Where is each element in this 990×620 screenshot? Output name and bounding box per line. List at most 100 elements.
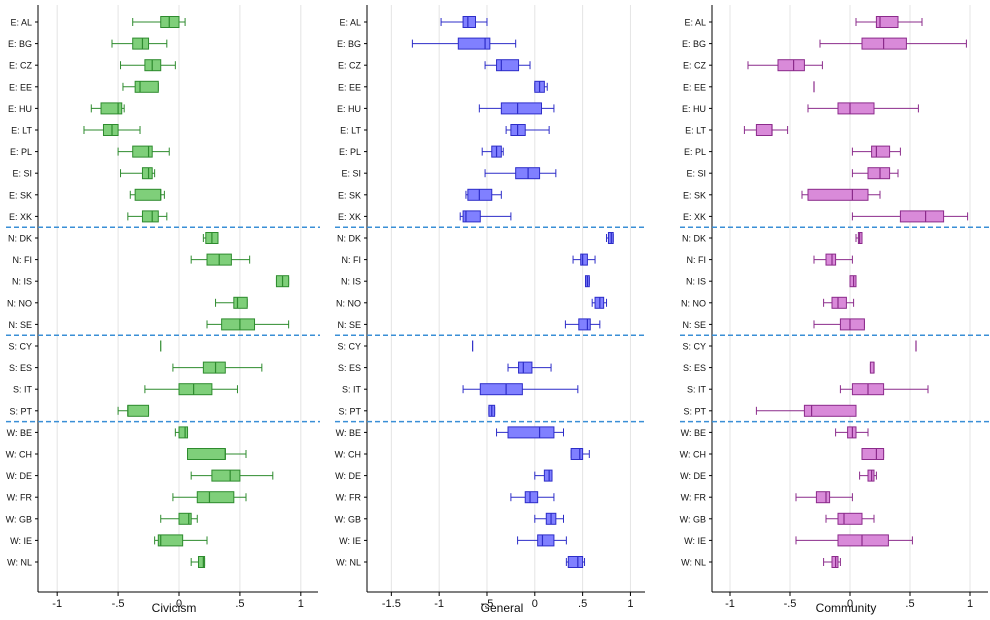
y-tick-label: W: DE	[680, 471, 706, 481]
iqr-box	[457, 37, 491, 50]
x-tick-label: .5	[578, 598, 587, 610]
y-tick-label: W: CH	[6, 450, 32, 460]
box-row: S: ES	[683, 361, 875, 374]
box-row: W: BE	[681, 426, 869, 439]
iqr-box	[518, 361, 533, 374]
iqr-box	[178, 512, 192, 525]
y-tick-label: W: IE	[684, 536, 706, 546]
box-row: E: AL	[10, 16, 186, 28]
y-tick-label: N: DK	[8, 234, 32, 244]
iqr-box	[524, 491, 539, 504]
y-tick-label: N: SE	[682, 320, 706, 330]
y-tick-label: E: SI	[341, 169, 361, 179]
box-row: N: IS	[686, 275, 857, 288]
box-row: E: BG	[8, 37, 168, 50]
y-tick-label: W: NL	[681, 558, 706, 568]
y-tick-label: N: NO	[7, 298, 32, 308]
box-row: E: CZ	[683, 59, 823, 72]
iqr-box	[825, 253, 837, 266]
box-row: S: ES	[338, 361, 552, 374]
box-row: E: EE	[683, 81, 815, 93]
iqr-box	[479, 383, 523, 396]
iqr-box	[803, 404, 857, 417]
iqr-box	[500, 102, 542, 115]
iqr-box	[187, 448, 226, 460]
box-row: W: IE	[684, 534, 913, 547]
box-row: S: CY	[8, 340, 162, 352]
iqr-box	[570, 448, 584, 460]
y-tick-label: E: HU	[8, 104, 32, 114]
x-tick-label: 1	[967, 598, 973, 610]
box-row: E: SI	[12, 167, 156, 180]
iqr-box	[221, 318, 256, 331]
y-tick-label: E: SI	[12, 169, 32, 179]
box-row: E: SK	[683, 188, 881, 201]
box-row: E: XK	[9, 210, 168, 223]
x-tick-label: -1	[434, 598, 444, 610]
y-tick-label: S: PT	[338, 406, 361, 416]
box-row: S: PT	[338, 404, 496, 417]
y-tick-label: E: SK	[9, 190, 32, 200]
box-row: N: NO	[336, 296, 608, 309]
x-tick-label: 0	[176, 598, 182, 610]
y-tick-label: W: DE	[335, 471, 361, 481]
y-tick-label: W: CH	[680, 450, 706, 460]
iqr-box	[537, 534, 555, 547]
box-row: N: FI	[13, 253, 251, 266]
iqr-box	[178, 426, 189, 439]
x-tick-label: 0	[847, 598, 853, 610]
y-tick-label: E: BG	[8, 39, 32, 49]
box-row: W: FR	[681, 491, 853, 504]
box-row: N: IS	[341, 275, 590, 288]
box-row: W: IE	[10, 534, 208, 547]
iqr-box	[777, 59, 805, 72]
y-tick-label: S: CY	[682, 342, 706, 352]
iqr-box	[141, 210, 159, 223]
panel-general: -1.5 -1 -.5 0 .5 1 General E: AL E: BG E: CZ E: EE…	[335, 5, 647, 615]
box-row: W: FR	[336, 491, 555, 504]
box-row: E: CZ	[338, 59, 531, 72]
box-row: N: NO	[7, 296, 248, 309]
x-tick-label: -1.5	[382, 598, 401, 610]
iqr-box	[837, 534, 889, 547]
y-tick-label: S: ES	[338, 363, 361, 373]
iqr-box	[462, 210, 481, 223]
y-tick-label: S: PT	[683, 406, 706, 416]
box-row: W: CH	[335, 448, 590, 460]
y-tick-label: E: PL	[339, 147, 361, 157]
x-tick-label: .5	[235, 598, 244, 610]
y-tick-label: E: EE	[338, 82, 361, 92]
y-tick-label: E: CZ	[683, 61, 707, 71]
box-row: N: IS	[12, 275, 290, 288]
box-row: N: NO	[681, 296, 855, 309]
box-row: E: PL	[684, 145, 901, 158]
box-row: W: DE	[6, 469, 274, 482]
y-tick-label: E: SK	[338, 190, 361, 200]
iqr-box	[861, 37, 907, 50]
box-row: E: SK	[9, 188, 165, 201]
iqr-box	[578, 318, 591, 331]
x-axis-title: General	[481, 601, 524, 615]
y-tick-label: W: BE	[681, 428, 706, 438]
iqr-box	[157, 534, 184, 547]
iqr-box	[867, 167, 891, 180]
iqr-box	[102, 124, 119, 136]
iqr-box	[160, 16, 180, 28]
y-tick-label: E: SK	[683, 190, 706, 200]
y-tick-label: E: BG	[682, 39, 706, 49]
y-tick-label: N: FI	[13, 255, 33, 265]
box-row: W: DE	[680, 469, 877, 482]
y-tick-label: E: XK	[683, 212, 706, 222]
box-row: W: NL	[7, 556, 206, 568]
box-row: E: LT	[685, 124, 789, 136]
iqr-box	[543, 469, 553, 482]
box-row: E: CZ	[9, 59, 176, 72]
box-row: N: DK	[682, 232, 863, 244]
iqr-box	[132, 145, 153, 158]
y-tick-label: N: NO	[681, 298, 706, 308]
box-row: W: IE	[339, 534, 567, 547]
box-row: E: PL	[10, 145, 170, 158]
y-tick-label: W: NL	[336, 558, 361, 568]
